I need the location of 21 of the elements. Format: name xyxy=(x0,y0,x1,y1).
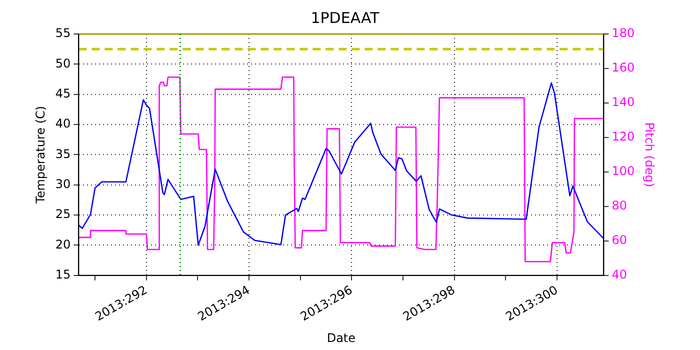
y-axis-title: Temperature (C) xyxy=(33,106,48,204)
y-tick-label: 40 xyxy=(55,116,71,131)
y2-tick-label: 40 xyxy=(612,268,627,282)
y2-tick-label: 160 xyxy=(612,60,635,75)
y2-tick-label: 140 xyxy=(612,95,635,110)
y-tick-label: 30 xyxy=(55,176,71,191)
y-tick-label: 50 xyxy=(55,56,71,70)
y2-tick-label: 100 xyxy=(612,164,635,178)
y-tick-label: 55 xyxy=(55,26,71,40)
y2-axis-title: Pitch (deg) xyxy=(642,122,657,188)
y-tick-label: 15 xyxy=(55,268,71,282)
y-tick-label: 25 xyxy=(55,207,71,222)
x-axis-title: Date xyxy=(326,330,356,345)
y-tick-label: 20 xyxy=(55,237,71,252)
y2-tick-label: 180 xyxy=(612,26,635,40)
y-tick-label: 35 xyxy=(55,146,71,161)
y2-tick-label: 120 xyxy=(612,130,635,144)
y2-tick-label: 60 xyxy=(612,233,627,248)
y2-tick-label: 80 xyxy=(612,198,627,213)
chart-title: 1PDEAAT xyxy=(310,8,380,27)
y-tick-label: 45 xyxy=(55,86,71,100)
